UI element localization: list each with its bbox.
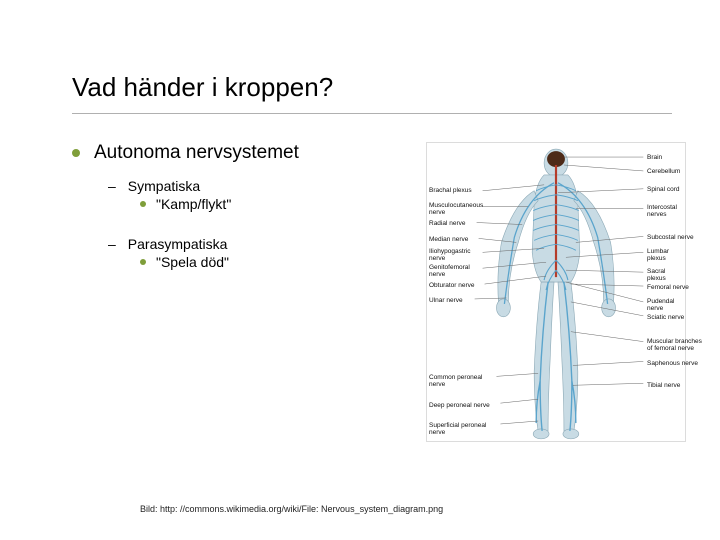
bullet-level3: "Spela död" [140,254,402,270]
diagram-label: Femoral nerve [647,285,689,292]
bullet-dash-icon: – [108,236,116,252]
bullet-dash-icon: – [108,178,116,194]
diagram-label: Superficial peroneal nerve [429,423,486,437]
bullet-dot-icon [140,259,146,265]
diagram-label: Iliohypogastric nerve [429,249,471,263]
nervous-system-diagram: Brachal plexus Musculocutaneous nerve Radi… [426,142,686,442]
bullet-dot-icon [72,149,80,157]
diagram-label: Muscular branches of femoral nerve [647,339,702,353]
content-row: Autonoma nervsystemet – Sympatiska "Kamp… [72,142,672,462]
diagram-label: Common peroneal nerve [429,375,482,389]
slide-title: Vad händer i kroppen? [72,72,672,114]
diagram-label: Median nerve [429,237,468,244]
diagram-label: Radial nerve [429,221,466,228]
bullet-l2-text: Parasympatiska [128,236,228,252]
diagram-label: Brain [647,155,662,162]
diagram-label: Cerebellum [647,169,680,176]
slide: Vad händer i kroppen? Autonoma nervsyste… [0,0,720,540]
diagram-label: Pudendal nerve [647,299,674,313]
image-credit: Bild: http: //commons.wikimedia.org/wiki… [140,504,443,514]
bullet-level3: "Kamp/flykt" [140,196,402,212]
bullet-level2: – Parasympatiska [108,236,402,252]
diagram-label: Saphenous nerve [647,361,698,368]
diagram-label: Brachal plexus [429,188,472,195]
diagram-label: Genitofemoral nerve [429,265,470,279]
diagram-label: Lumbar plexus [647,249,669,263]
diagram-column: Brachal plexus Musculocutaneous nerve Radi… [426,142,686,462]
diagram-label: Deep peroneal nerve [429,403,490,410]
bullet-l3-text: "Spela död" [156,254,229,270]
diagram-label: Subcostal nerve [647,235,694,242]
diagram-label: Sciatic nerve [647,315,684,322]
diagram-label: Tibial nerve [647,383,680,390]
bullet-l1-text: Autonoma nervsystemet [94,142,299,164]
diagram-label: Musculocutaneous nerve [429,203,483,217]
bullet-dot-icon [140,201,146,207]
diagram-label: Ulnar nerve [429,298,463,305]
diagram-label: Spinal cord [647,187,680,194]
diagram-label: Obturator nerve [429,283,475,290]
bullet-l2-text: Sympatiska [128,178,200,194]
text-column: Autonoma nervsystemet – Sympatiska "Kamp… [72,142,402,462]
bullet-l3-text: "Kamp/flykt" [156,196,231,212]
diagram-label: Intercostal nerves [647,205,677,219]
bullet-level1: Autonoma nervsystemet [72,142,402,164]
bullet-level2: – Sympatiska [108,178,402,194]
diagram-label: Sacral plexus [647,269,666,283]
spacer [72,226,402,236]
